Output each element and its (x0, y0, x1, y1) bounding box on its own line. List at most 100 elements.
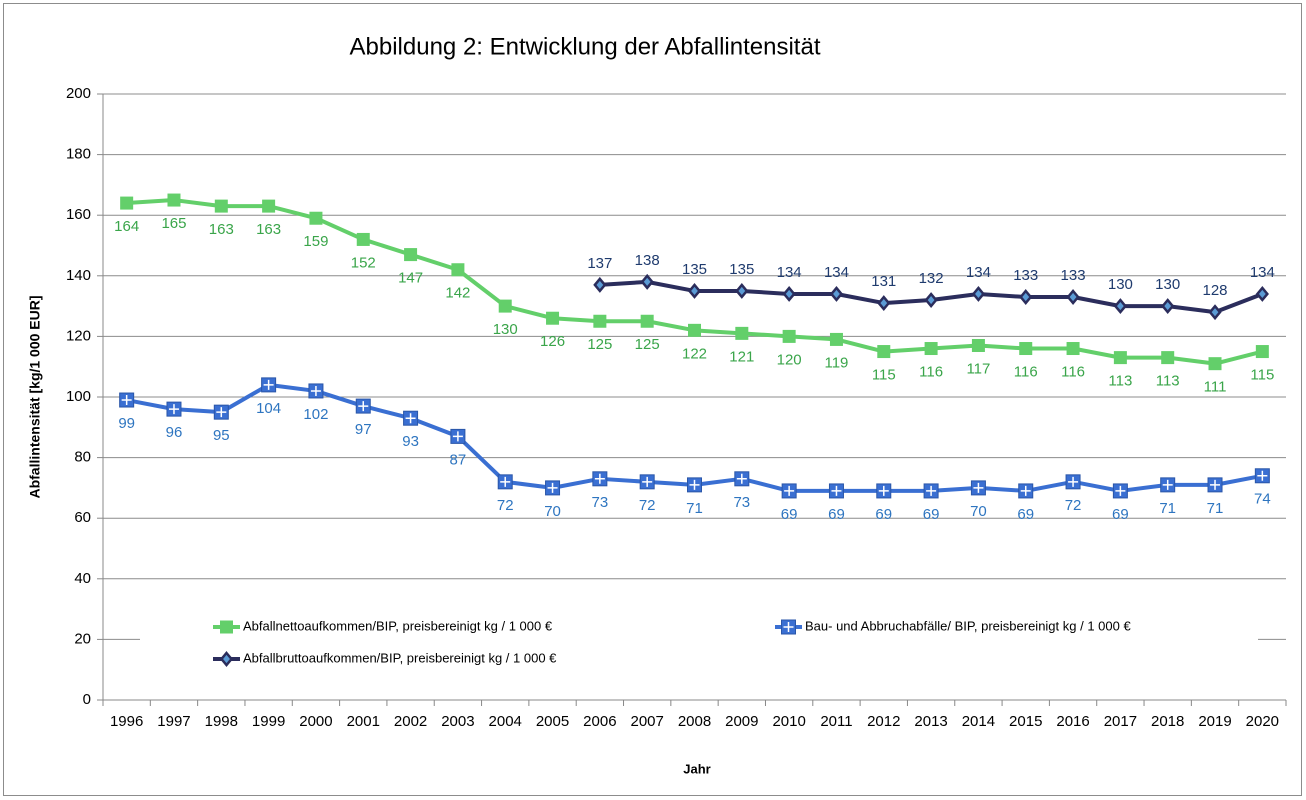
marker (1208, 357, 1222, 371)
data-label: 111 (1204, 379, 1227, 396)
marker (782, 286, 796, 302)
marker-cross (500, 476, 511, 487)
marker (1255, 345, 1269, 359)
data-label: 117 (966, 360, 990, 377)
marker (1019, 289, 1033, 305)
x-axis-label: Jahr (683, 761, 710, 776)
marker (120, 196, 134, 210)
data-label: 137 (587, 255, 612, 272)
data-label: 73 (592, 494, 609, 511)
x-tick-label: 2017 (1104, 713, 1137, 730)
marker (1113, 351, 1127, 365)
marker-cross (168, 404, 179, 415)
data-label: 128 (1203, 282, 1228, 299)
data-label: 96 (166, 424, 183, 441)
y-tick-label: 140 (66, 267, 91, 284)
marker (355, 398, 371, 414)
marker (782, 329, 796, 343)
data-label: 71 (1207, 500, 1224, 517)
marker-cross (784, 485, 795, 496)
x-tick-label: 2000 (299, 713, 332, 730)
x-tick-label: 2004 (489, 713, 522, 730)
data-label: 113 (1108, 373, 1132, 390)
data-label: 163 (256, 221, 281, 238)
data-label: 134 (777, 264, 802, 281)
x-tick-label: 2020 (1246, 713, 1279, 730)
data-label: 71 (686, 500, 703, 517)
x-tick-label: 1997 (157, 713, 190, 730)
data-label: 164 (114, 218, 139, 235)
data-label: 163 (209, 221, 234, 238)
data-label: 135 (729, 261, 754, 278)
data-label: 126 (540, 333, 565, 350)
data-label: 132 (919, 270, 944, 287)
marker (688, 323, 701, 337)
marker-cross (878, 485, 889, 496)
data-label: 121 (729, 348, 754, 365)
marker (734, 471, 750, 487)
data-label: 125 (635, 336, 660, 353)
marker-cross (689, 479, 700, 490)
marker (640, 314, 654, 328)
marker (971, 286, 986, 302)
marker-cross (1162, 479, 1173, 490)
x-tick-label: 2010 (772, 713, 805, 730)
marker (593, 314, 607, 328)
marker (498, 299, 512, 313)
data-label: 93 (402, 433, 419, 450)
marker (640, 273, 654, 290)
y-tick-label: 40 (74, 570, 91, 587)
y-tick-label: 200 (66, 85, 91, 102)
data-label: 130 (1155, 276, 1180, 293)
data-label: 133 (1061, 267, 1086, 284)
marker (261, 377, 277, 393)
data-label: 115 (1250, 367, 1274, 384)
y-tick-label: 20 (74, 630, 91, 647)
marker (1207, 477, 1223, 493)
marker (924, 292, 938, 308)
marker (1113, 298, 1128, 315)
marker (1255, 286, 1269, 302)
x-tick-label: 1999 (252, 713, 285, 730)
marker (219, 651, 234, 667)
x-tick-label: 2006 (583, 713, 616, 730)
marker (1254, 468, 1270, 484)
data-label: 135 (682, 261, 707, 278)
y-tick-label: 120 (66, 327, 91, 344)
marker (829, 286, 844, 302)
x-tick-label: 2018 (1151, 713, 1184, 730)
marker (262, 199, 276, 213)
marker-cross (831, 485, 842, 496)
marker (356, 232, 370, 246)
marker-cross (642, 476, 653, 487)
legend-label: Abfallnettoaufkommen/BIP, preisbereinigt… (243, 618, 553, 633)
y-tick-label: 0 (83, 691, 91, 708)
marker-cross (121, 395, 132, 406)
data-label: 138 (635, 252, 660, 269)
data-label: 131 (871, 273, 896, 290)
x-tick-label: 1998 (205, 713, 238, 730)
marker (213, 404, 229, 420)
marker-cross (358, 401, 369, 412)
marker (1066, 342, 1080, 356)
data-label: 104 (256, 400, 281, 417)
marker-cross (1257, 470, 1268, 481)
marker (877, 295, 891, 312)
data-label: 116 (919, 363, 943, 380)
marker (924, 342, 938, 356)
marker-cross (405, 413, 416, 424)
data-label: 147 (398, 270, 423, 287)
marker (971, 338, 985, 352)
data-label: 125 (587, 336, 612, 353)
data-label: 122 (682, 345, 707, 362)
x-tick-label: 2008 (678, 713, 711, 730)
marker-cross (1020, 485, 1031, 496)
data-label: 73 (733, 494, 750, 511)
legend-background (140, 605, 1258, 675)
marker-cross (783, 622, 794, 632)
data-label: 120 (777, 351, 802, 368)
marker (687, 282, 702, 299)
y-tick-label: 180 (66, 146, 91, 163)
data-label: 119 (824, 354, 848, 371)
